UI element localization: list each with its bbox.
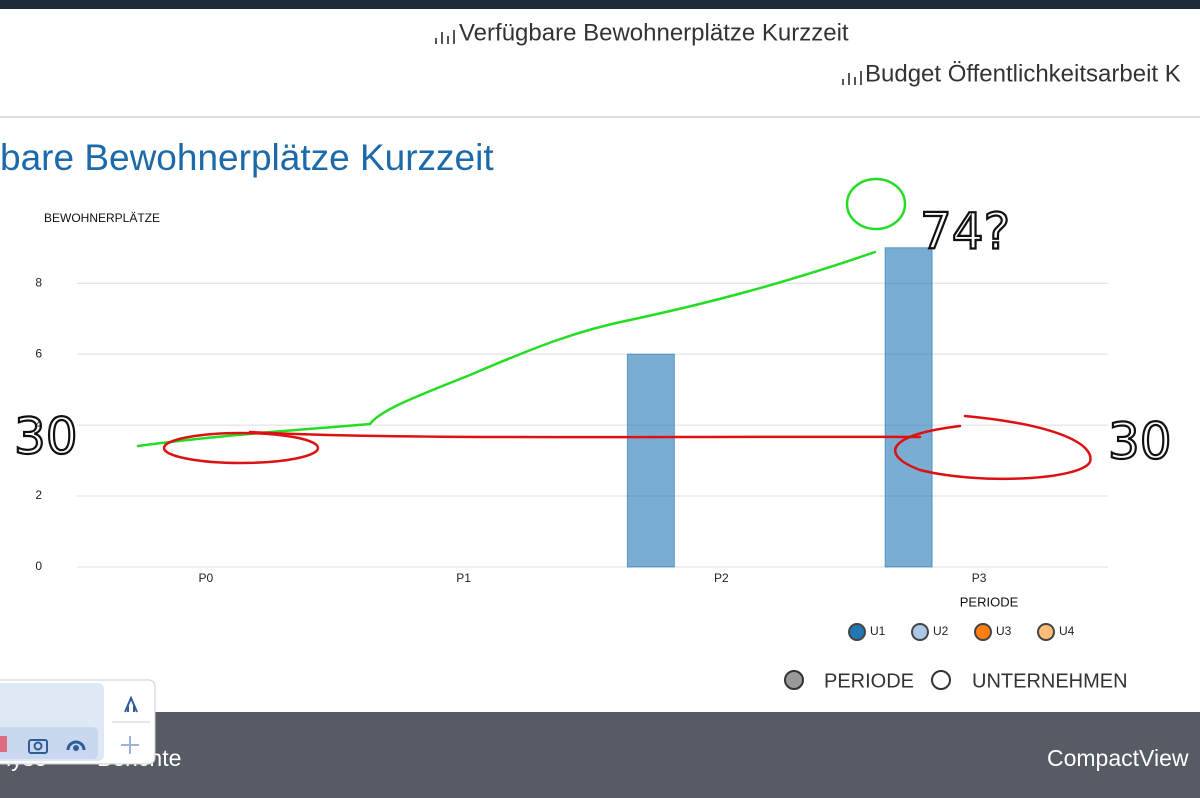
y-tick-label: 6 (35, 346, 42, 360)
top-bar (0, 0, 1200, 9)
legend-label: U4 (1059, 624, 1075, 638)
chart-title: bare Bewohnerplätze Kurzzeit (0, 137, 494, 178)
legend-label: U3 (996, 624, 1012, 638)
radio-label[interactable]: PERIODE (824, 670, 914, 692)
x-tick-label: P3 (972, 571, 987, 585)
tool-panel (0, 679, 156, 765)
bar (884, 247, 933, 568)
annotation: 74? (920, 203, 1010, 261)
x-tick-label: P0 (199, 571, 214, 585)
legend: U1 U2 U3 U4 (848, 623, 1075, 641)
legend-swatch (974, 623, 992, 641)
legend-label: U2 (933, 624, 949, 638)
footer (0, 712, 1200, 798)
annotation-strokes (136, 177, 1092, 481)
x-axis-label: PERIODE (960, 594, 1019, 609)
legend-label: U1 (870, 624, 886, 638)
radio-selected[interactable] (784, 670, 804, 690)
tab[interactable]: Budget Öffentlichkeitsarbeit K (865, 60, 1181, 87)
annotation: 30 (14, 408, 78, 466)
annotation: 30 (1108, 413, 1172, 471)
radio-label[interactable]: UNTERNEHMEN (972, 670, 1128, 692)
tab[interactable]: Verfügbare Bewohnerplätze Kurzzeit (459, 19, 849, 46)
y-tick-label: 2 (35, 488, 42, 502)
y-tick-label: 0 (35, 559, 42, 573)
footer-item[interactable]: CompactView (1047, 745, 1189, 771)
legend-swatch (1037, 623, 1055, 641)
plot: 0 2 4 6 8 P0 P1 P2 P3 (35, 247, 1108, 585)
chart-icon (435, 30, 862, 85)
x-tick-label: P1 (456, 571, 471, 585)
legend-swatch (848, 623, 866, 641)
radio[interactable] (931, 670, 951, 690)
y-tick-label: 4 (35, 417, 42, 431)
y-axis-label: BEWOHNERPLÄTZE (44, 211, 160, 225)
x-tick-label: P2 (714, 571, 729, 585)
bar (626, 353, 675, 568)
y-tick-label: 8 (35, 275, 42, 289)
legend-swatch (911, 623, 929, 641)
